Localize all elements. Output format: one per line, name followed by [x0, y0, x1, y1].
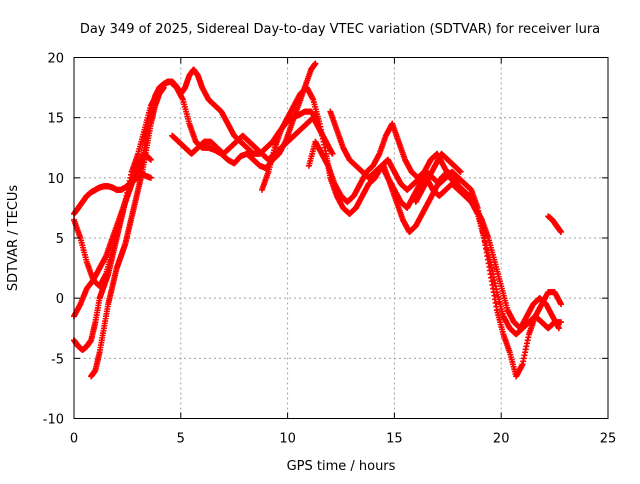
x-tick-label: 10: [279, 432, 296, 447]
x-tick-label: 0: [70, 432, 78, 447]
data-point: [147, 174, 154, 181]
y-axis-label: SDTVAR / TECUs: [6, 185, 21, 292]
series-arc-8: [305, 120, 562, 332]
y-tick-label: 15: [47, 112, 64, 127]
data-point: [558, 301, 565, 308]
y-axis-tick-labels: -10 -5 0 5 10 15 20: [43, 52, 64, 428]
data-point: [558, 319, 565, 326]
x-tick-label: 5: [177, 432, 185, 447]
y-tick-label: 20: [47, 52, 64, 67]
series-arc-5: [71, 150, 154, 290]
y-tick-label: 10: [47, 172, 64, 187]
series-arc-9: [327, 108, 565, 338]
x-tick-label: 25: [600, 432, 617, 447]
x-tick-label: 20: [493, 432, 510, 447]
data-point: [160, 84, 167, 91]
series-arc-12: [412, 150, 464, 205]
data-point: [558, 228, 565, 235]
y-tick-label: 0: [56, 292, 64, 307]
data-markers: [71, 60, 565, 380]
data-point: [147, 156, 154, 163]
series-arc-3: [88, 84, 167, 380]
data-point: [464, 192, 471, 199]
x-axis-tick-labels: 0 5 10 15 20 25: [70, 432, 616, 447]
y-tick-label: -5: [51, 352, 64, 367]
x-tick-label: 15: [386, 432, 403, 447]
chart-title: Day 349 of 2025, Sidereal Day-to-day VTE…: [80, 22, 600, 37]
series-arc-10: [380, 162, 471, 235]
data-point: [329, 150, 336, 157]
data-point: [555, 325, 562, 332]
y-tick-label: 5: [56, 232, 64, 247]
data-point: [457, 168, 464, 175]
series-arc-11: [545, 213, 565, 235]
y-tick-label: -10: [43, 413, 64, 428]
x-axis-label: GPS time / hours: [287, 459, 396, 474]
data-point: [312, 60, 319, 67]
axis-ticks: [73, 57, 609, 419]
